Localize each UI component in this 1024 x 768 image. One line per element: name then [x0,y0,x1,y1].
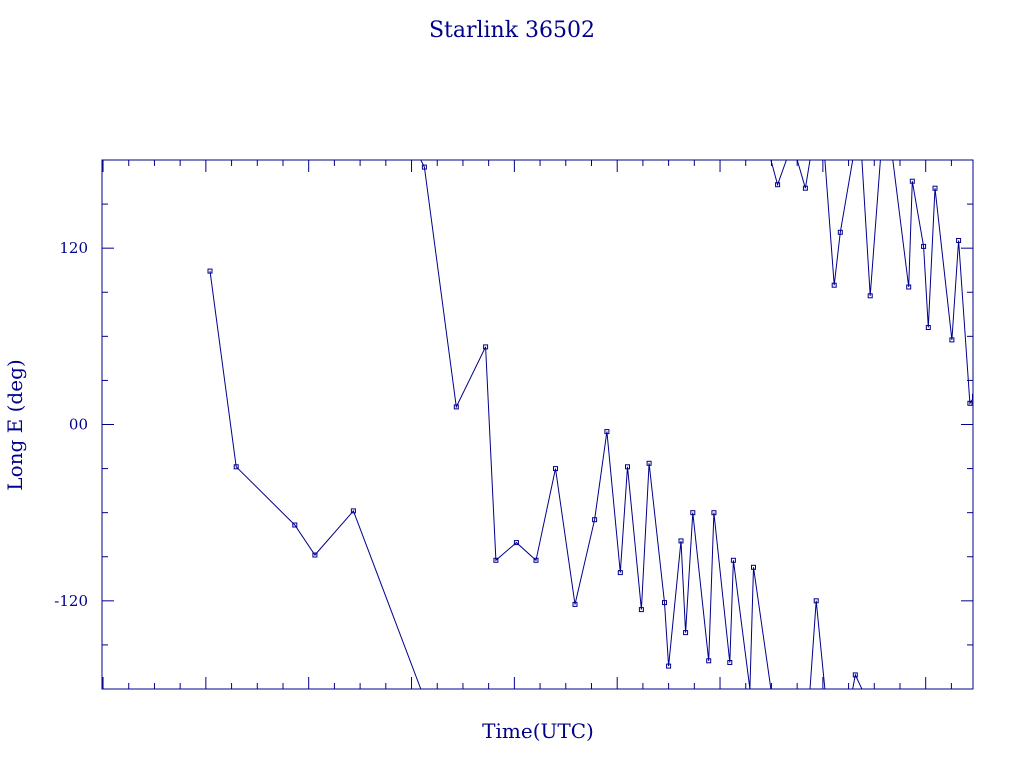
data-point [533,557,539,563]
data-point [730,557,736,563]
data-point [683,630,689,636]
data-point [604,429,610,435]
series-line [749,567,772,689]
y-tick-label: 00 [69,416,88,434]
data-point [207,268,213,274]
data-point [967,400,973,406]
data-point [831,282,837,288]
data-point [233,464,239,470]
data-point [751,564,756,570]
y-tick-label: -120 [54,592,88,610]
data-point [813,598,819,604]
data-point [592,517,598,523]
plot-frame [101,159,974,690]
data-point [638,607,644,613]
data-point [921,243,927,249]
data-point [909,178,915,184]
data-point [867,293,873,299]
data-point [925,325,931,330]
data-point [483,344,489,350]
data-point [572,601,578,607]
data-point [292,522,298,528]
data-point [662,600,667,606]
y-tick-label: 120 [59,239,88,257]
series-line [209,271,422,689]
series-line [824,160,854,286]
tick-labels: 2026 Feb 1Feb 5Feb 912000-120 [54,239,88,610]
data-point [493,557,499,563]
data-point [513,540,519,546]
data-point [553,466,558,472]
data-point [775,182,781,188]
data-point [706,658,712,664]
data-point [949,337,955,343]
data-series [207,160,983,689]
data-point [453,404,459,410]
chart-title: Starlink 36502 [429,18,595,43]
series-line [809,600,826,689]
data-point [852,672,858,678]
data-point [837,229,843,235]
data-point [312,552,318,558]
data-point [625,464,630,470]
data-point [678,538,684,544]
data-point [979,248,983,252]
data-point [350,508,356,514]
data-point [646,460,652,466]
series-line [770,160,787,187]
data-point [690,510,696,516]
data-point [802,185,808,191]
series-line [861,160,881,296]
data-point [711,510,717,516]
x-axis-label: Time(UTC) [482,719,594,743]
series-line [796,160,811,189]
data-point [666,663,672,669]
data-point [956,238,962,243]
data-point [421,164,427,170]
series-line [852,673,863,689]
series-line [420,160,751,689]
data-point [617,570,623,576]
y-axis-label: Long E (deg) [3,359,27,490]
axis-ticks [102,159,973,690]
data-point [727,660,733,665]
series-line [892,160,973,405]
data-point [906,284,912,290]
data-point [932,185,938,191]
